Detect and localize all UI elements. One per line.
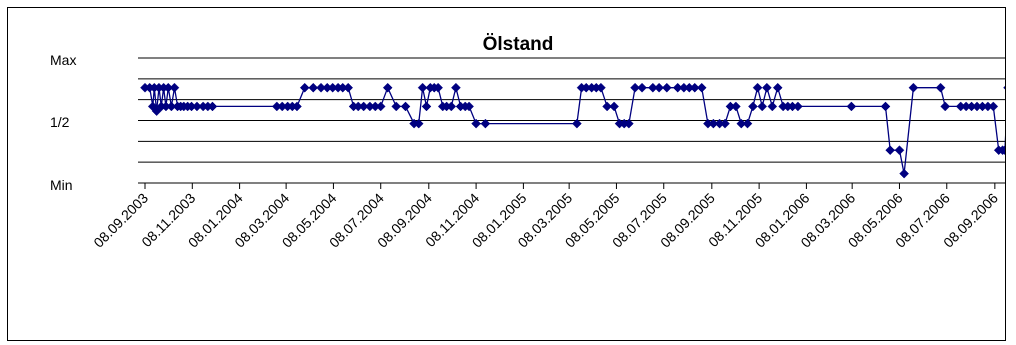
data-point <box>169 82 180 93</box>
x-ticks: 08.09.200308.11.200308.01.200408.03.2004… <box>90 183 1001 251</box>
data-point <box>602 101 612 112</box>
oil-level-chart: 08.09.200308.11.200308.01.200408.03.2004… <box>50 34 1005 251</box>
data-point <box>885 145 896 156</box>
y-tick-label: Max <box>50 52 76 68</box>
data-point <box>391 101 402 112</box>
data-point <box>413 118 424 129</box>
data-point <box>752 82 763 93</box>
data-point <box>731 101 741 112</box>
data-point <box>433 82 443 93</box>
data-point <box>417 82 428 93</box>
data-point <box>894 145 905 156</box>
data-point <box>880 101 891 112</box>
data-point <box>767 101 778 112</box>
data-point <box>1000 145 1005 156</box>
data-point <box>908 82 919 93</box>
data-point <box>899 168 909 179</box>
data-point <box>609 101 619 112</box>
data-point <box>382 82 393 93</box>
data-point <box>637 82 647 93</box>
gridlines <box>138 57 1005 184</box>
data-point <box>748 101 758 112</box>
data-point <box>689 82 700 93</box>
data-point <box>207 101 218 112</box>
data-point <box>308 82 319 93</box>
y-tick-labels: Max 1/2 Min <box>50 52 76 193</box>
data-point <box>793 101 803 112</box>
data-point <box>623 118 634 129</box>
y-tick-label: Min <box>50 177 73 193</box>
data-point <box>654 82 664 93</box>
data-point <box>630 82 640 93</box>
data-point <box>292 101 302 112</box>
data-point <box>471 118 481 129</box>
data-point <box>935 82 946 93</box>
data-point <box>446 101 457 112</box>
data-point <box>661 82 672 93</box>
chart-title: Ölstand <box>483 34 554 55</box>
chart-frame: 08.09.2003 08.11.2003 08.01.2004 08.03.2004… <box>7 7 1006 341</box>
data-point <box>480 118 491 129</box>
data-point <box>988 101 999 112</box>
y-tick-label: 1/2 <box>50 114 70 130</box>
series-line <box>145 85 1005 174</box>
data-point <box>451 82 461 93</box>
data-point <box>1003 85 1005 90</box>
data-point <box>596 82 606 93</box>
data-point <box>940 101 951 112</box>
data-point <box>762 82 772 93</box>
data-point <box>742 118 753 129</box>
data-point <box>400 101 411 112</box>
data-point <box>572 118 582 129</box>
data-point <box>464 101 474 112</box>
data-point <box>772 82 783 93</box>
data-point <box>720 118 730 129</box>
data-point <box>757 101 768 112</box>
data-point <box>343 82 354 93</box>
data-point <box>421 101 432 112</box>
series-oil-level <box>140 82 1005 179</box>
data-point <box>375 101 386 112</box>
data-point <box>846 101 857 112</box>
data-point <box>696 82 707 93</box>
data-point <box>299 82 310 93</box>
